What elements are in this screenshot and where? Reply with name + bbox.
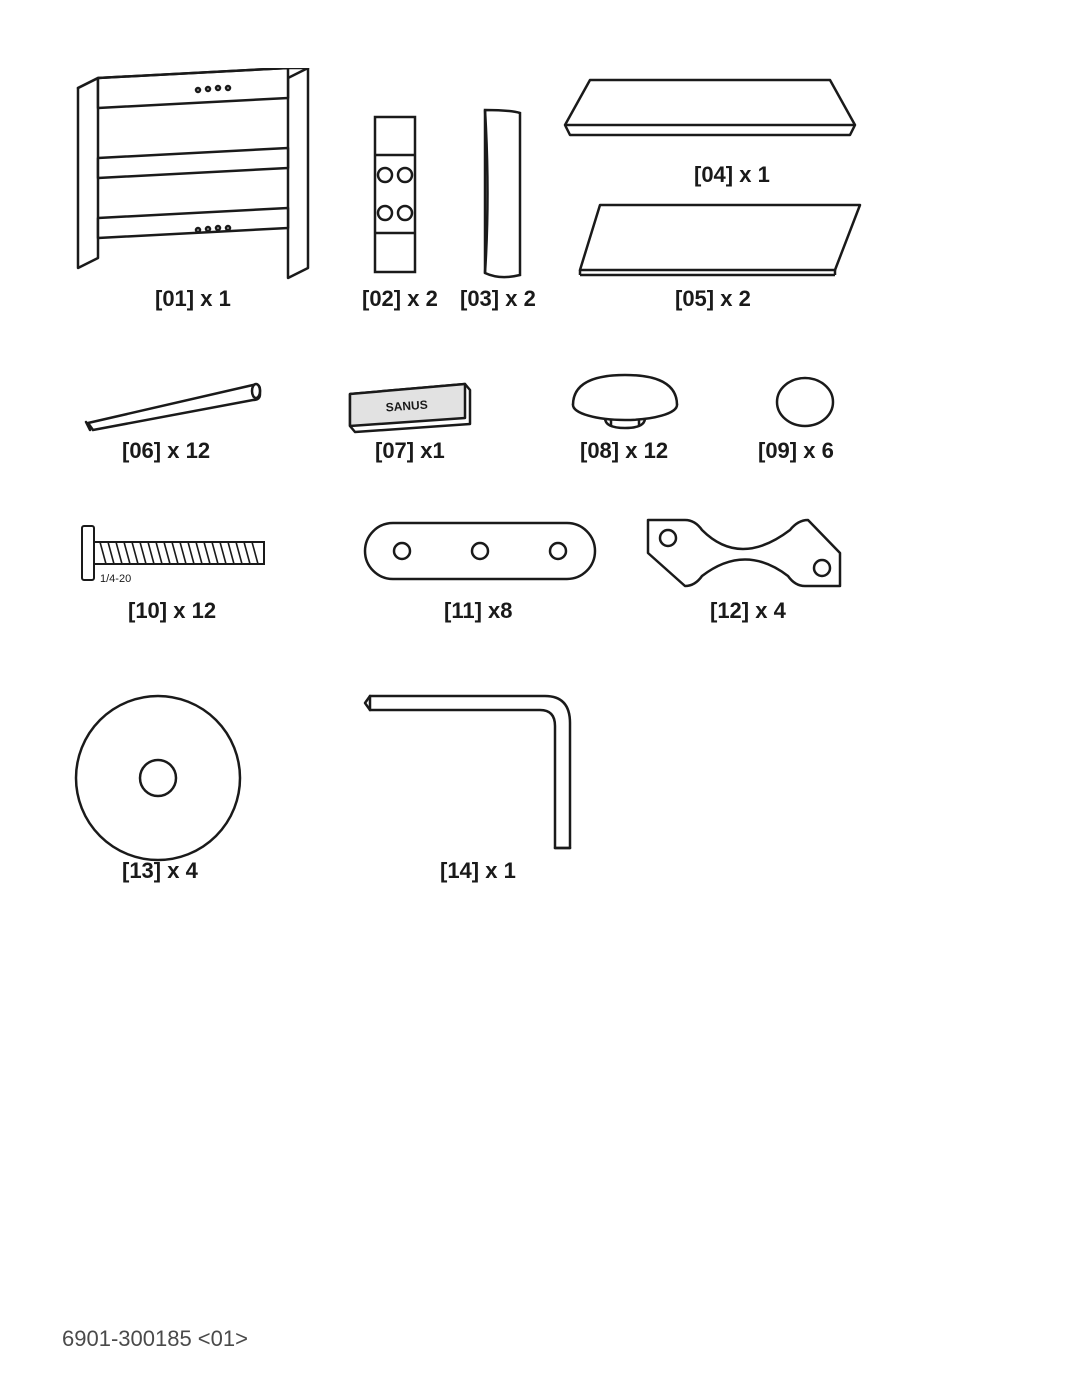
part-13	[68, 688, 248, 868]
part-11-label: [11] x8	[444, 598, 513, 624]
part-03	[475, 105, 535, 285]
part-10-thread-spec: 1/4-20	[100, 573, 131, 585]
assembly-parts-page: [01] x 1 [02] x 2 [03] x 2	[0, 0, 1080, 1397]
part-06-label: [06] x 12	[122, 438, 210, 464]
part-05	[575, 200, 865, 280]
part-03-label: [03] x 2	[460, 286, 536, 312]
part-13-label: [13] x 4	[122, 858, 198, 884]
part-02-label: [02] x 2	[362, 286, 438, 312]
part-14	[360, 688, 590, 858]
part-05-label: [05] x 2	[675, 286, 751, 312]
part-07-brand-text: SANUS	[385, 398, 428, 415]
part-02	[370, 115, 430, 275]
part-08-label: [08] x 12	[580, 438, 668, 464]
part-14-label: [14] x 1	[440, 858, 516, 884]
page-footer: 6901-300185 <01>	[62, 1326, 248, 1352]
part-10-label: [10] x 12	[128, 598, 216, 624]
part-07-label: [07] x1	[375, 438, 445, 464]
part-04	[560, 75, 860, 165]
part-11	[360, 518, 600, 588]
part-09-label: [09] x 6	[758, 438, 834, 464]
part-04-label: [04] x 1	[694, 162, 770, 188]
part-10: 1/4-20	[80, 522, 270, 592]
part-12	[640, 508, 850, 598]
part-06	[78, 378, 268, 433]
part-01	[68, 68, 328, 288]
part-01-label: [01] x 1	[155, 286, 231, 312]
part-07: SANUS	[345, 382, 475, 437]
part-08	[565, 370, 685, 435]
part-12-label: [12] x 4	[710, 598, 786, 624]
part-09	[770, 372, 840, 432]
